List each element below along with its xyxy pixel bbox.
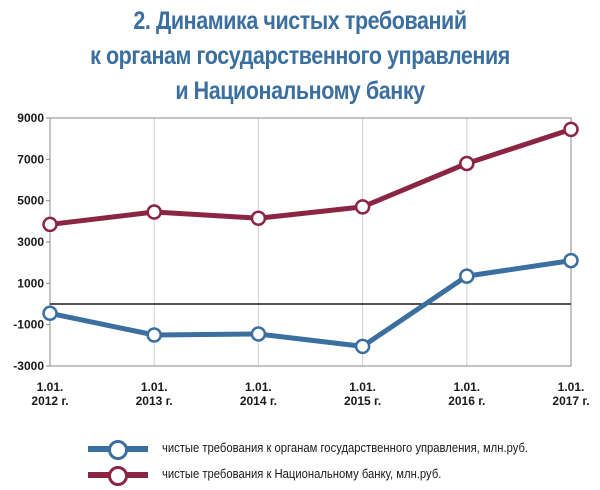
legend-item-government: чистые требования к органам государствен… bbox=[70, 438, 590, 464]
y-tick-label: 7000 bbox=[17, 152, 44, 166]
data-point bbox=[354, 199, 371, 215]
legend-label: чистые требования к органам государствен… bbox=[162, 441, 529, 455]
x-tick-label: 1.01. bbox=[141, 380, 168, 394]
data-point bbox=[146, 204, 162, 220]
legend-swatch-marker bbox=[108, 466, 128, 486]
legend-label: чистые требования к Национальному банку,… bbox=[162, 467, 442, 481]
data-point bbox=[146, 327, 162, 343]
data-point bbox=[250, 210, 267, 226]
data-point bbox=[250, 326, 267, 342]
title-line-3: и Национальному банку bbox=[175, 77, 425, 105]
data-point bbox=[563, 252, 579, 269]
title-line-2: к органам государственного управления bbox=[90, 42, 510, 70]
data-point bbox=[459, 268, 475, 284]
x-tick-label: 2014 г. bbox=[240, 394, 277, 408]
x-tick-label: 2017 г. bbox=[552, 394, 589, 408]
x-tick-label: 2013 г. bbox=[136, 394, 173, 408]
x-tick-label: 1.01. bbox=[349, 380, 376, 394]
y-tick-label: 5000 bbox=[17, 194, 44, 208]
x-tick-label: 1.01. bbox=[558, 380, 585, 394]
data-point bbox=[354, 338, 371, 355]
y-tick-label: -3000 bbox=[13, 359, 44, 373]
y-tick-label: 3000 bbox=[17, 235, 44, 249]
x-tick-label: 2015 г. bbox=[344, 394, 381, 408]
chart-title: 2. Динамика чистых требований к органам … bbox=[42, 4, 558, 109]
series-line-government bbox=[47, 258, 574, 349]
x-tick-label: 1.01. bbox=[453, 380, 480, 394]
legend: чистые требования к органам государствен… bbox=[70, 438, 590, 490]
data-point bbox=[42, 216, 58, 233]
series-line-national-bank bbox=[47, 126, 574, 227]
title-line-1: 2. Динамика чистых требований bbox=[133, 7, 467, 35]
x-tick-label: 2016 г. bbox=[448, 394, 485, 408]
x-tick-label: 1.01. bbox=[37, 380, 64, 394]
data-point bbox=[563, 121, 579, 138]
y-tick-label: -1000 bbox=[13, 318, 44, 332]
data-point bbox=[42, 305, 58, 322]
x-tick-label: 1.01. bbox=[245, 380, 272, 394]
y-tick-label: 1000 bbox=[17, 276, 44, 290]
legend-item-national-bank: чистые требования к Национальному банку,… bbox=[70, 464, 590, 490]
y-tick-label: 9000 bbox=[17, 111, 44, 125]
x-tick-label: 2012 г. bbox=[31, 394, 68, 408]
legend-swatch-marker bbox=[108, 440, 128, 460]
data-point bbox=[459, 155, 475, 172]
